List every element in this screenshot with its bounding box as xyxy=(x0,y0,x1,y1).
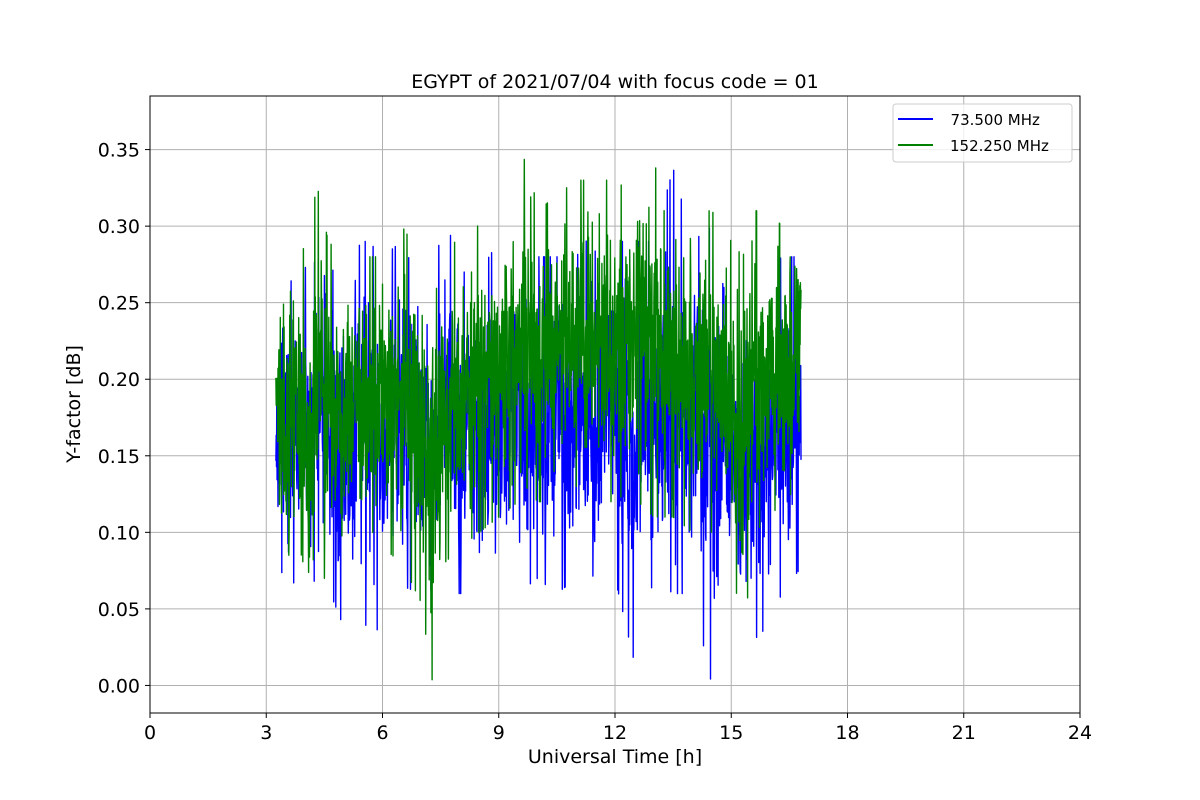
legend-label-152mhz: 152.250 MHz xyxy=(950,137,1049,155)
x-tick-label: 18 xyxy=(835,722,859,744)
x-tick-label: 15 xyxy=(719,722,743,744)
x-tick-label: 24 xyxy=(1068,722,1092,744)
y-tick-label: 0.10 xyxy=(98,522,140,544)
legend-box xyxy=(892,103,1073,163)
x-tick-label: 12 xyxy=(603,722,627,744)
y-tick-label: 0.35 xyxy=(98,140,140,162)
legend-label-73mhz: 73.500 MHz xyxy=(941,111,1040,129)
plot-data xyxy=(275,158,802,681)
y-tick-label: 0.05 xyxy=(98,599,140,621)
y-axis-label: Y-factor [dB] xyxy=(63,345,85,464)
y-axis-ticks: 0.00 0.05 0.10 0.15 0.20 0.25 0.30 0.35 xyxy=(98,140,150,697)
x-tick-label: 6 xyxy=(376,722,388,744)
x-axis-ticks: 0 3 6 9 12 15 18 21 24 xyxy=(144,713,1092,744)
x-tick-label: 21 xyxy=(952,722,976,744)
x-tick-label: 9 xyxy=(493,722,505,744)
y-tick-label: 0.15 xyxy=(98,446,140,468)
series-line-152mhz xyxy=(275,158,802,681)
y-tick-label: 0.25 xyxy=(98,293,140,315)
x-axis-label: Universal Time [h] xyxy=(528,746,702,768)
chart-title: EGYPT of 2021/07/04 with focus code = 01 xyxy=(411,71,818,93)
x-tick-label: 0 xyxy=(144,722,156,744)
y-tick-label: 0.00 xyxy=(98,675,140,697)
legend: 73.500 MHz 152.250 MHz xyxy=(892,103,1073,163)
x-tick-label: 3 xyxy=(260,722,272,744)
y-tick-label: 0.20 xyxy=(98,369,140,391)
y-tick-label: 0.30 xyxy=(98,216,140,238)
